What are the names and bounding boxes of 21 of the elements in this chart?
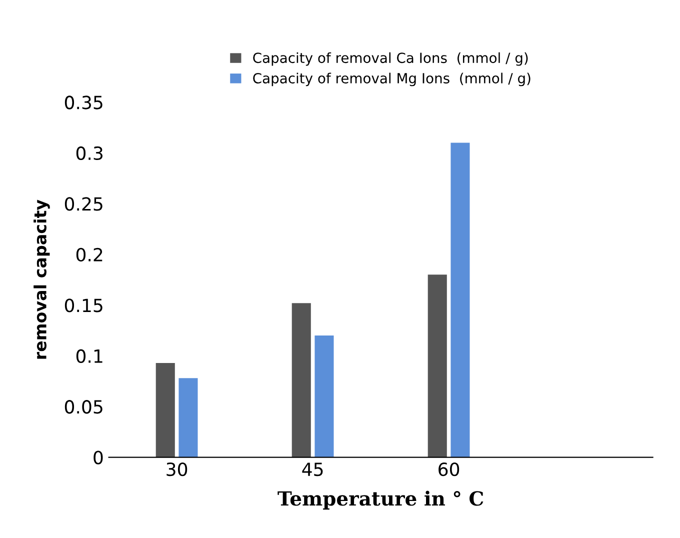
y-tick-label: 0.2 bbox=[76, 248, 102, 262]
y-tick-label: 0.1 bbox=[76, 349, 102, 363]
x-axis-title: Temperature in ° C bbox=[278, 490, 484, 510]
y-tick-label: 0.25 bbox=[64, 197, 102, 211]
legend-label: Capacity of removal Mg Ions (mmol / g) bbox=[253, 72, 530, 86]
bar bbox=[450, 142, 470, 458]
y-tick-label: 0.35 bbox=[64, 96, 102, 110]
y-tick-label: 0.3 bbox=[76, 146, 102, 160]
legend-label: Capacity of removal Ca Ions (mmol / g) bbox=[253, 52, 528, 66]
y-axis-title: removal capacity bbox=[34, 200, 50, 359]
bar bbox=[314, 336, 334, 458]
bar bbox=[292, 303, 311, 458]
bar bbox=[178, 378, 198, 458]
y-tick-label: 0 bbox=[94, 450, 103, 464]
y-tick-label: 0.05 bbox=[64, 400, 102, 414]
y-tick-label: 0.15 bbox=[64, 298, 102, 312]
bar bbox=[156, 362, 175, 458]
x-tick-label: 30 bbox=[166, 462, 188, 476]
x-tick-label: 60 bbox=[438, 462, 460, 476]
x-tick-label: 45 bbox=[302, 462, 323, 476]
bar bbox=[428, 274, 447, 458]
